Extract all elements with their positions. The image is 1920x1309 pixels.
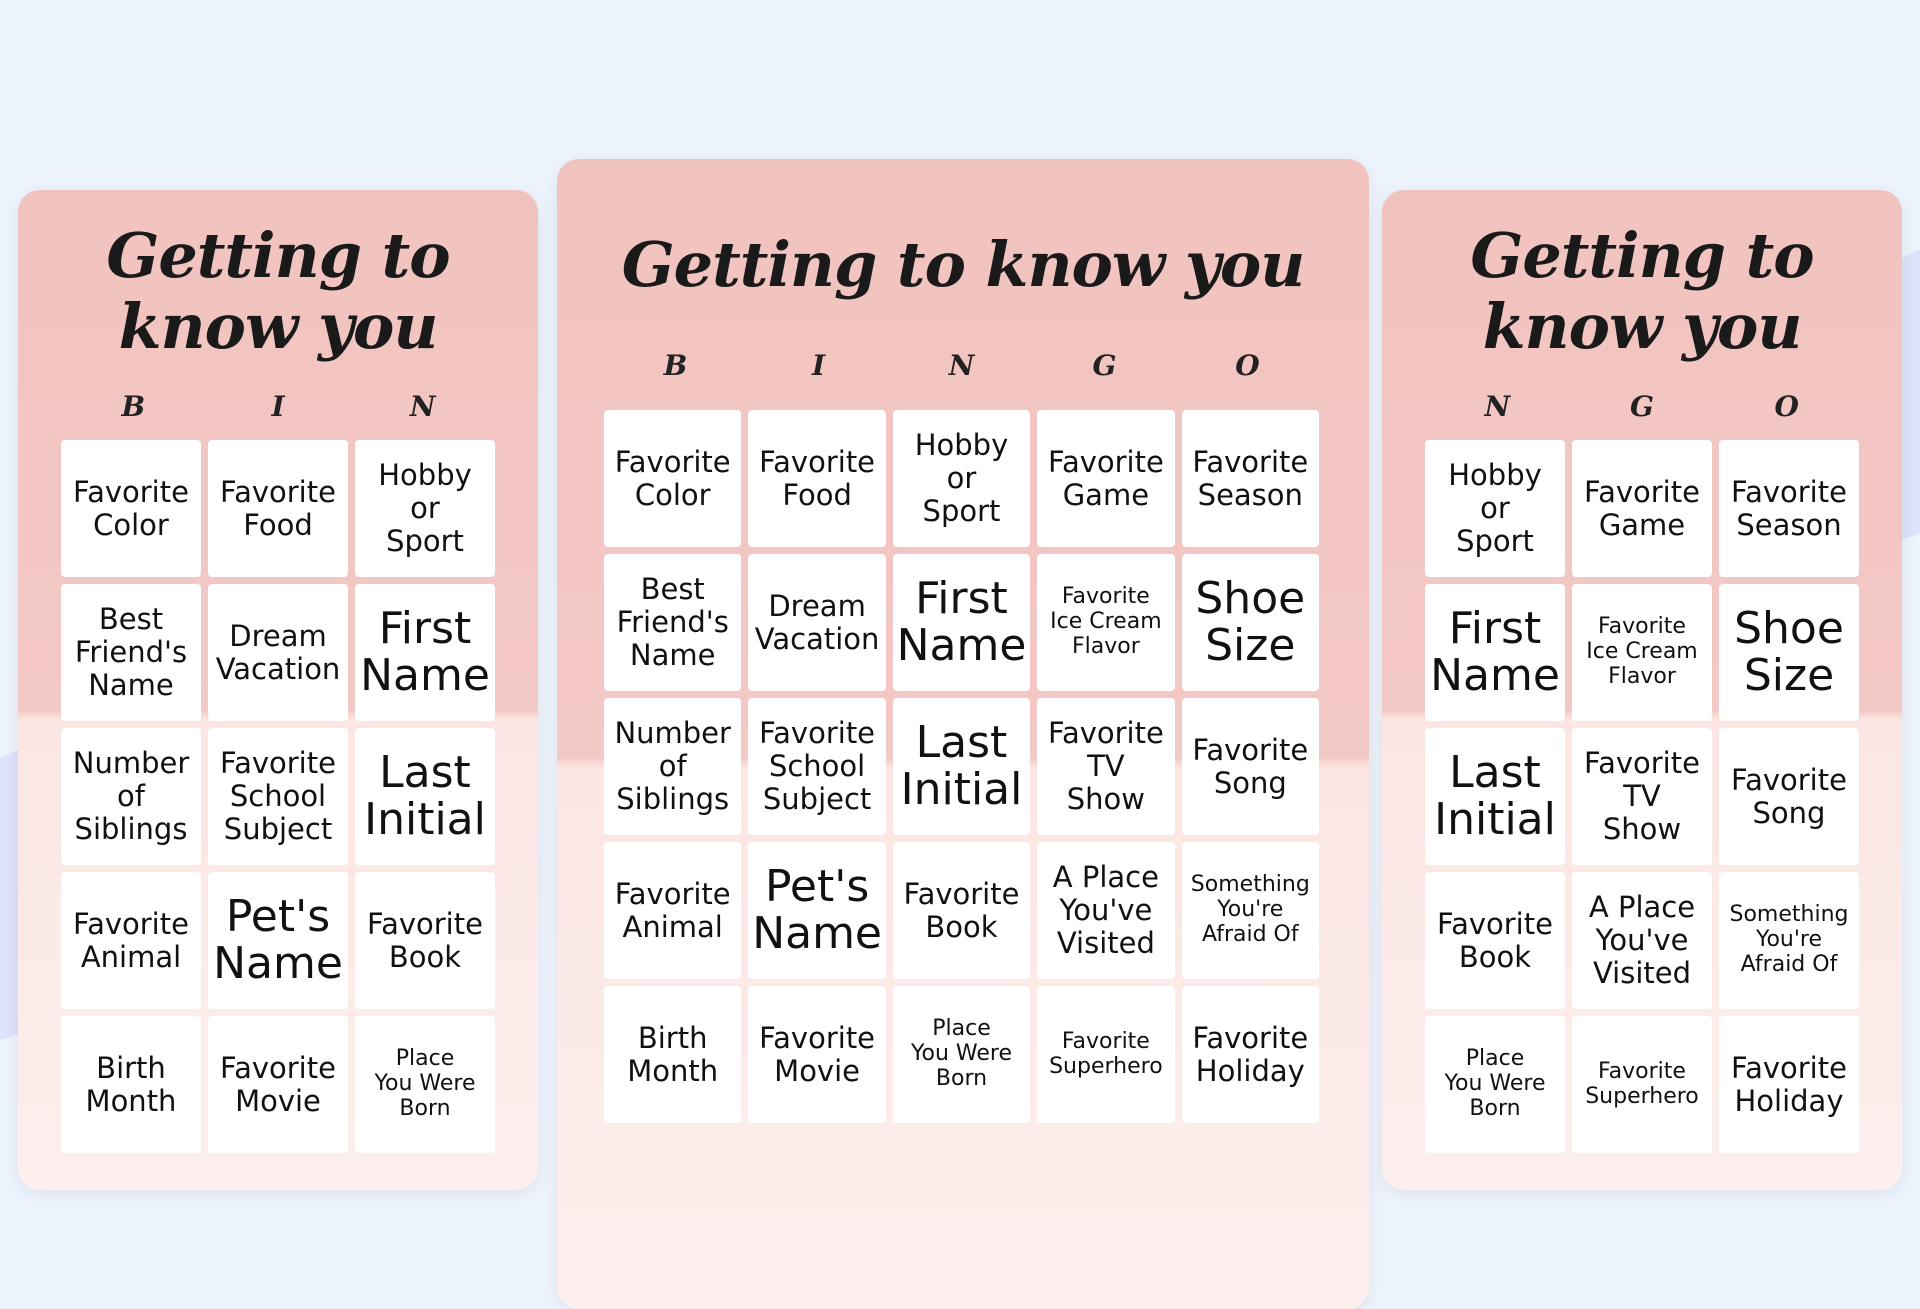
bingo-letter: I xyxy=(811,349,826,382)
bingo-cell: Favorite School Subject xyxy=(748,698,886,835)
bingo-letter: G xyxy=(1630,390,1654,423)
bingo-cell: Favorite Holiday xyxy=(1181,986,1319,1123)
bingo-cell: Favorite Superhero xyxy=(1037,986,1175,1123)
bingo-card-right: Getting to know you N G O Hobby or Sport Favo… xyxy=(1382,190,1902,1190)
card-title: Getting to know you xyxy=(1470,219,1814,364)
bingo-cell: Place You Were Born xyxy=(1425,1016,1565,1153)
bingo-cell: Best Friend's Name xyxy=(604,554,742,691)
bingo-cell: Something You're Afraid Of xyxy=(1181,842,1319,979)
bingo-cell: Favorite Book xyxy=(355,872,495,1009)
bingo-cell: Favorite School Subject xyxy=(208,728,348,865)
bingo-cell: Favorite Book xyxy=(892,842,1031,979)
bingo-cell: Number of Siblings xyxy=(604,698,742,835)
bingo-letter: I xyxy=(271,390,285,423)
card-title: Getting to know you xyxy=(621,228,1306,301)
bingo-cell: Dream Vacation xyxy=(748,554,886,691)
bingo-cell: Favorite Game xyxy=(1037,410,1175,547)
bingo-cell: Birth Month xyxy=(604,986,742,1123)
bingo-cell: Favorite Game xyxy=(1572,440,1712,577)
bingo-cell: Something You're Afraid Of xyxy=(1719,872,1859,1009)
bingo-letter: B xyxy=(121,390,146,423)
bingo-cell: A Place You've Visited xyxy=(1037,842,1175,979)
bingo-cell: Favorite Song xyxy=(1181,698,1319,835)
bingo-cell: Hobby or Sport xyxy=(355,440,495,577)
bingo-cell: Favorite Movie xyxy=(208,1016,348,1153)
bingo-cell: Favorite Season xyxy=(1181,410,1319,547)
bingo-grid: Hobby or Sport Favorite Game Favorite Seas… xyxy=(1425,440,1859,1153)
bingo-cell: First Name xyxy=(1425,584,1565,721)
bingo-cell: Pet's Name xyxy=(208,872,348,1009)
bingo-cell: Number of Siblings xyxy=(61,728,201,865)
bingo-grid: Favorite Color Favorite Food Hobby or Spor… xyxy=(61,440,495,1153)
bingo-cell: Favorite Movie xyxy=(748,986,886,1123)
bingo-cell: Favorite Ice Cream Flavor xyxy=(1572,584,1712,721)
bingo-cell: Best Friend's Name xyxy=(61,584,201,721)
bingo-cell: A Place You've Visited xyxy=(1572,872,1712,1009)
bingo-letter: N xyxy=(1484,390,1511,423)
bingo-cell: Favorite Color xyxy=(604,410,742,547)
bingo-cell: Pet's Name xyxy=(748,842,886,979)
bingo-cell: Favorite Holiday xyxy=(1719,1016,1859,1153)
bingo-cell: Place You Were Born xyxy=(355,1016,495,1153)
bingo-cell: Favorite Season xyxy=(1719,440,1859,577)
bingo-cell: Favorite Book xyxy=(1425,872,1565,1009)
bingo-letter: B xyxy=(663,349,688,382)
bingo-cell: Favorite TV Show xyxy=(1037,698,1175,835)
bingo-cell: Dream Vacation xyxy=(208,584,348,721)
bingo-cell: Hobby or Sport xyxy=(1425,440,1565,577)
bingo-cell: Birth Month xyxy=(61,1016,201,1153)
bingo-letter: G xyxy=(1092,349,1117,382)
bingo-cell: Shoe Size xyxy=(1719,584,1859,721)
bingo-cell: Favorite TV Show xyxy=(1572,728,1712,865)
bingo-cell: Favorite Food xyxy=(748,410,886,547)
bingo-cell: Shoe Size xyxy=(1181,554,1319,691)
bingo-grid: Favorite Color Favorite Food Hobby or Spor… xyxy=(604,410,1319,1123)
bingo-cell: First Name xyxy=(355,584,495,721)
bingo-card-center: Getting to know you B I N G O Favorite Color Fa… xyxy=(557,159,1369,1309)
bingo-cell: Favorite Ice Cream Flavor xyxy=(1037,554,1175,691)
bingo-cell: Favorite Superhero xyxy=(1572,1016,1712,1153)
bingo-cell: Place You Were Born xyxy=(892,986,1031,1123)
card-title: Getting to know you xyxy=(106,219,450,364)
bingo-letter: N xyxy=(948,349,975,382)
bingo-letter: N xyxy=(409,390,436,423)
bingo-cell: Favorite Food xyxy=(208,440,348,577)
bingo-cell: Last Initial xyxy=(1425,728,1565,865)
bingo-letter: O xyxy=(1774,390,1799,423)
bingo-cell: Last Initial xyxy=(892,698,1031,835)
bingo-cell: First Name xyxy=(892,554,1031,691)
bingo-cell: Favorite Color xyxy=(61,440,201,577)
bingo-card-left: Getting to know you B I N Favorite Color Favo… xyxy=(18,190,538,1190)
bingo-letter: O xyxy=(1235,349,1260,382)
bingo-cell: Last Initial xyxy=(355,728,495,865)
bingo-cell: Favorite Song xyxy=(1719,728,1859,865)
bingo-cell: Hobby or Sport xyxy=(892,410,1031,547)
bingo-cell: Favorite Animal xyxy=(61,872,201,1009)
bingo-cell: Favorite Animal xyxy=(604,842,742,979)
